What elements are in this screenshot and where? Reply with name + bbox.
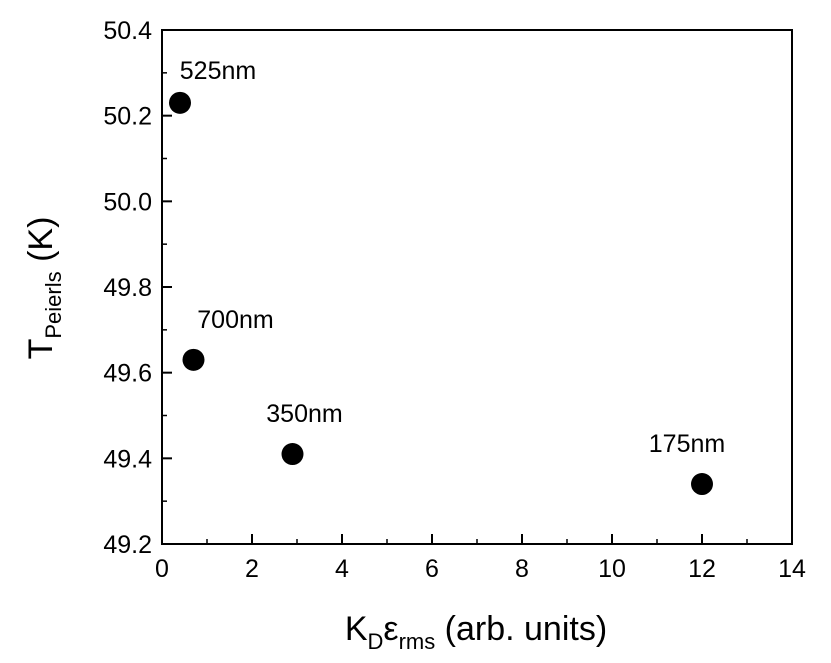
x-axis-title: KDεrms (arb. units) (345, 610, 607, 654)
x-axis-ticks: 0 2 4 6 8 10 12 14 (155, 534, 806, 583)
x-axis-title-eps: ε (383, 610, 398, 648)
y-tick-label: 50.2 (103, 103, 152, 131)
plot-border (161, 29, 793, 545)
y-axis-title-main: T (22, 339, 60, 360)
y-tick-label: 49.4 (103, 445, 152, 473)
data-point (691, 473, 713, 496)
y-tick-label: 49.6 (103, 360, 152, 388)
x-tick-label: 14 (778, 555, 806, 583)
plot-frame (161, 29, 793, 545)
data-point (281, 443, 304, 466)
x-tick-label: 8 (515, 555, 529, 583)
y-axis-title-sub: Peierls (41, 271, 66, 338)
x-tick-label: 2 (245, 555, 259, 583)
data-point-label: 525nm (180, 57, 256, 85)
x-tick-label: 4 (335, 555, 349, 583)
y-tick-label: 50.0 (103, 188, 152, 216)
y-axis-title: TPeierls (K) (22, 217, 66, 360)
y-axis-ticks: 49.2 49.4 49.6 49.8 50.0 50.2 50.4 (103, 17, 172, 559)
x-axis-title-sub1: D (368, 629, 384, 654)
x-tick-label: 6 (425, 555, 439, 583)
data-point-label: 700nm (197, 306, 273, 334)
x-tick-label: 12 (688, 555, 716, 583)
data-point (169, 91, 191, 114)
y-tick-label: 49.8 (103, 274, 152, 302)
x-axis-title-rest: (arb. units) (435, 610, 607, 648)
x-axis-title-main: K (345, 610, 368, 648)
data-point-label: 350nm (266, 400, 342, 428)
data-point-label: 175nm (649, 430, 725, 458)
y-tick-label: 50.4 (103, 17, 152, 45)
y-tick-label: 49.2 (103, 531, 152, 559)
y-axis-title-rest: (K) (22, 217, 60, 272)
data-point (182, 348, 205, 371)
data-points: 525nm 700nm 350nm 175nm (169, 57, 725, 496)
x-tick-label: 0 (155, 555, 169, 583)
x-tick-label: 10 (598, 555, 626, 583)
x-axis-title-sub2: rms (399, 629, 436, 654)
